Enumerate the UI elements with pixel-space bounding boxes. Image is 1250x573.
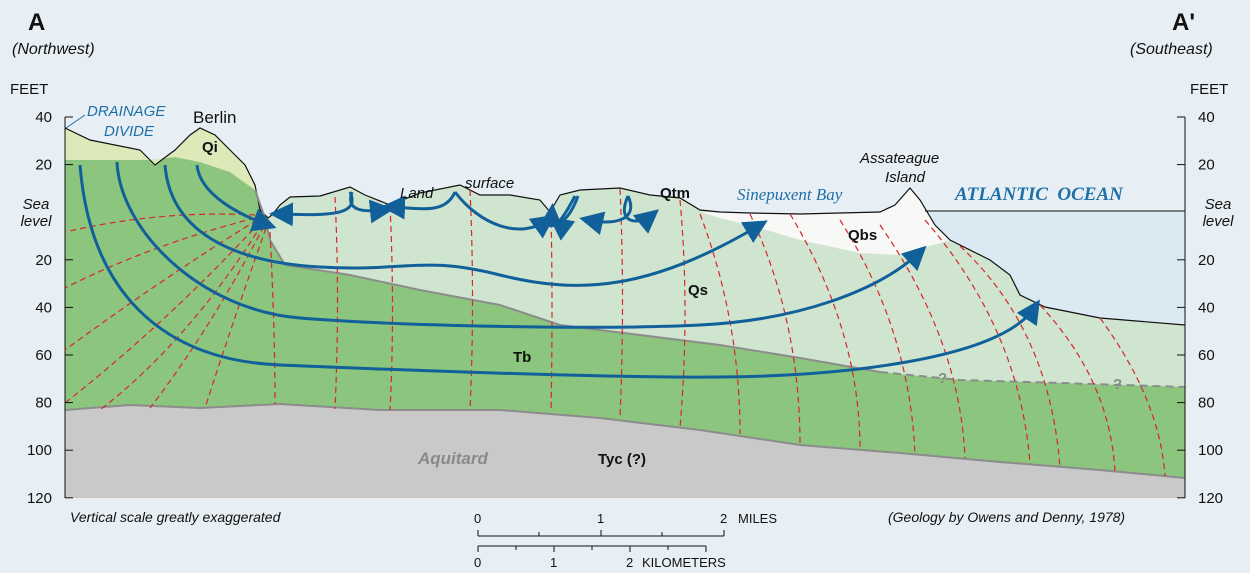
layers bbox=[65, 117, 1185, 498]
tick-label: 60 bbox=[35, 347, 52, 364]
cross-section: A (Northwest) A' (Southeast) FEET FEET D… bbox=[0, 0, 1250, 573]
tick-label: 120 bbox=[27, 490, 52, 507]
scale-tick: 1 bbox=[550, 555, 557, 570]
end-label: A' bbox=[1172, 9, 1195, 36]
scale-tick: 0 bbox=[474, 555, 481, 570]
tick-label: 100 bbox=[1198, 442, 1223, 459]
scale-labels: 0 1 2 MILES 0 1 2 KILOMETERS bbox=[474, 511, 777, 570]
end-direction: (Northwest) bbox=[12, 41, 95, 58]
label: Assateague bbox=[859, 150, 939, 167]
sea-level-label: Sea bbox=[23, 196, 50, 213]
sea-level-label: level bbox=[1203, 213, 1235, 230]
label: DIVIDE bbox=[104, 123, 155, 140]
end-label: A bbox=[28, 9, 45, 36]
tick-label: 40 bbox=[1198, 109, 1215, 126]
note: Vertical scale greatly exaggerated bbox=[70, 509, 282, 525]
scale-unit: MILES bbox=[738, 511, 777, 526]
label: Island bbox=[885, 169, 926, 186]
scale-bar bbox=[478, 530, 724, 552]
tick-label: 20 bbox=[35, 157, 52, 174]
tick-label: 60 bbox=[1198, 347, 1215, 364]
tick-label: 80 bbox=[1198, 395, 1215, 412]
unit: Qbs bbox=[848, 227, 877, 244]
query: ? bbox=[1113, 376, 1122, 393]
label: Land bbox=[400, 185, 434, 202]
axis-unit: FEET bbox=[10, 81, 48, 98]
label: ATLANTIC OCEAN bbox=[954, 184, 1124, 205]
tick-label: 20 bbox=[35, 252, 52, 269]
tick-label: 40 bbox=[35, 109, 52, 126]
scale-tick: 1 bbox=[597, 511, 604, 526]
tick-label: 120 bbox=[1198, 490, 1223, 507]
scale-unit: KILOMETERS bbox=[642, 555, 726, 570]
label: Sinepuxent Bay bbox=[737, 185, 843, 204]
scale-tick: 2 bbox=[626, 555, 633, 570]
label: DRAINAGE bbox=[87, 103, 166, 120]
unit: Tb bbox=[513, 349, 531, 366]
end-direction: (Southeast) bbox=[1130, 41, 1213, 58]
unit: Qi bbox=[202, 139, 218, 156]
note: (Geology by Owens and Denny, 1978) bbox=[888, 509, 1125, 525]
label: Berlin bbox=[193, 108, 236, 127]
unit: Qtm bbox=[660, 185, 690, 202]
label: surface bbox=[465, 175, 514, 192]
scale-tick: 2 bbox=[720, 511, 727, 526]
unit: Qs bbox=[688, 282, 708, 299]
scale-tick: 0 bbox=[474, 511, 481, 526]
tick-label: 40 bbox=[1198, 299, 1215, 316]
unit: Tyc (?) bbox=[598, 451, 646, 468]
tick-label: 20 bbox=[1198, 252, 1215, 269]
unit: Aquitard bbox=[417, 449, 489, 468]
query: ? bbox=[938, 370, 947, 387]
tick-label: 80 bbox=[35, 395, 52, 412]
tick-label: 100 bbox=[27, 442, 52, 459]
sea-level-label: level bbox=[21, 213, 53, 230]
tick-label: 20 bbox=[1198, 157, 1215, 174]
tick-label: 40 bbox=[35, 299, 52, 316]
sea-level-label: Sea bbox=[1205, 196, 1232, 213]
axis-unit: FEET bbox=[1190, 81, 1228, 98]
